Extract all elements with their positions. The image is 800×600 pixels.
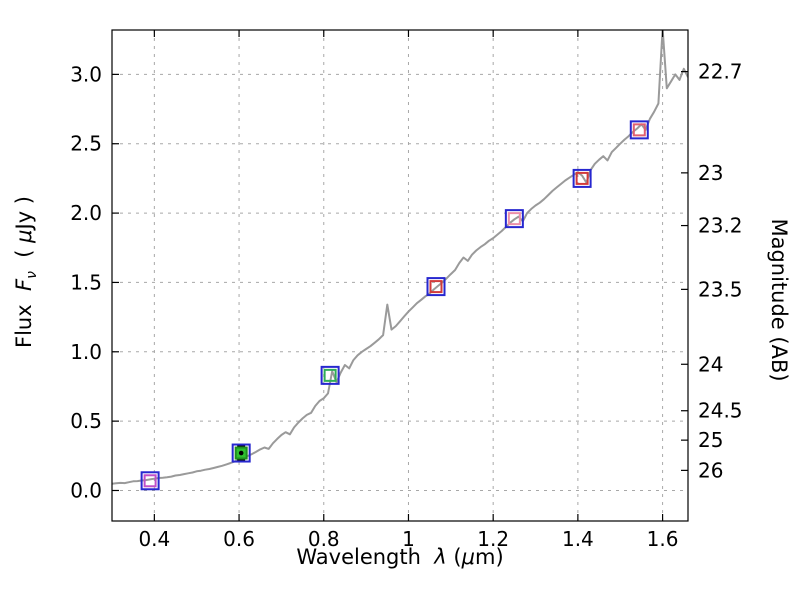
data-point: [629, 120, 649, 140]
outer-marker: [140, 471, 160, 491]
flux-symbol: F: [11, 278, 36, 291]
y-tick-right-label: 24: [698, 352, 723, 376]
mu-symbol-left: μ: [11, 229, 36, 243]
y-tick-right-label: 23.2: [698, 214, 743, 238]
x-tick-label: 0.8: [308, 527, 340, 551]
grid-lines: [112, 30, 688, 521]
y-tick-left-label: 2.5: [70, 132, 102, 156]
x-tick-label: 1.4: [562, 527, 594, 551]
y-tick-right-label: 23: [698, 161, 723, 185]
y-tick-left-label: 1.0: [70, 340, 102, 364]
x-axis-label: Wavelength λ (μm): [112, 545, 688, 569]
y-label-pre: Flux: [11, 291, 36, 349]
x-label-pre: Wavelength: [296, 545, 435, 569]
y-axis-label-left: Flux Fν ( μJy ): [12, 196, 40, 348]
tick-labels: 0.4 0.6 0.8 1 1.2 1.4 1.6 0.0 0.5 1.0 1.5 2.0 2.5 3.0…: [70, 60, 742, 551]
outer-marker: [572, 168, 592, 188]
spectrum-group: [112, 30, 688, 485]
y-tick-right-label: 24.5: [698, 399, 743, 423]
y-tick-right-label: 22.7: [698, 60, 743, 84]
inner-marker: [632, 123, 646, 137]
data-point: [231, 443, 251, 463]
x-tick-label: 1.2: [477, 527, 509, 551]
y-label-mid: (: [11, 242, 36, 272]
y-axis-label-right: Magnitude (AB): [767, 218, 791, 381]
outer-marker: [629, 120, 649, 140]
y-tick-left-label: 2.0: [70, 201, 102, 225]
x-label-mid: (: [446, 545, 462, 569]
nu-subscript: ν: [24, 271, 41, 279]
outer-marker: [231, 443, 251, 463]
data-point: [504, 209, 524, 229]
inner-marker: [575, 171, 589, 185]
x-tick-label: 1.6: [647, 527, 679, 551]
inner-marker: [323, 368, 337, 382]
y-tick-right-label: 23.5: [698, 277, 743, 301]
x-tick-label: 0.6: [223, 527, 255, 551]
y-tick-left-label: 3.0: [70, 62, 102, 86]
magnitude-label: Magnitude (AB): [767, 218, 791, 382]
data-point: [572, 168, 592, 188]
tick-marks: [112, 30, 688, 521]
axes-frame: [111, 29, 689, 522]
inner-marker: [507, 212, 521, 226]
mu-symbol: μ: [461, 545, 475, 569]
lambda-symbol: λ: [434, 545, 447, 569]
y-tick-left-label: 0.5: [70, 409, 102, 433]
data-point: [140, 471, 160, 491]
outer-marker: [426, 277, 446, 297]
inner-marker: [143, 474, 157, 488]
x-tick-label: 0.4: [138, 527, 170, 551]
outer-marker: [320, 365, 340, 385]
x-tick-label: 1: [402, 527, 415, 551]
inner-marker: [429, 280, 443, 294]
y-tick-right-label: 25: [698, 428, 723, 452]
y-label-end: Jy ): [11, 195, 36, 230]
y-tick-left-label: 1.5: [70, 270, 102, 294]
outer-marker: [504, 209, 524, 229]
y-tick-right-label: 26: [698, 458, 723, 482]
data-point: [426, 277, 446, 297]
y-tick-left-label: 0.0: [70, 478, 102, 502]
data-point: [320, 365, 340, 385]
error-bar-dot: [238, 450, 244, 456]
spectrum-line: [112, 30, 688, 485]
x-label-end: m): [474, 545, 504, 569]
